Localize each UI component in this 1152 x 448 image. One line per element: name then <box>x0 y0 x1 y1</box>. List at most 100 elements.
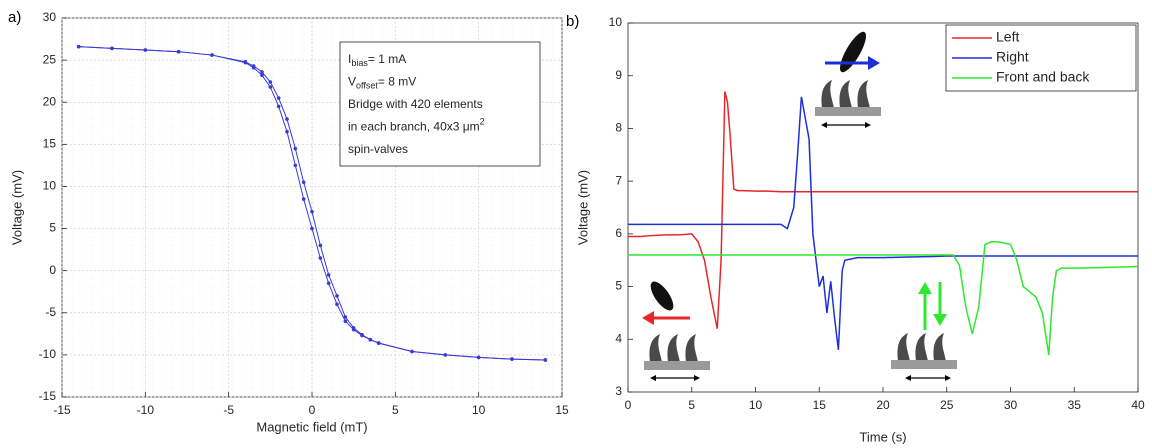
panel-label: a) <box>8 9 21 26</box>
annotation-line: Voffset= 8 mV <box>348 75 416 91</box>
annotation-line: in each branch, 40x3 μm2 <box>348 117 485 134</box>
x-tick-label: -10 <box>137 403 155 417</box>
y-tick-label: -5 <box>45 305 56 319</box>
legend-label: Front and back <box>996 69 1090 85</box>
y-axis-label: Voltage (mV) <box>9 170 24 245</box>
y-tick-label: 4 <box>615 331 622 345</box>
point <box>301 180 306 185</box>
annotation-text: bias <box>351 58 368 68</box>
annotation-text: V <box>348 75 356 89</box>
annotation-line: Bridge with 420 elements <box>348 97 483 111</box>
point <box>376 341 381 345</box>
point <box>285 117 289 121</box>
y-tick-label: 20 <box>43 94 57 108</box>
point <box>260 70 264 74</box>
point <box>510 357 514 361</box>
y-tick-label: 30 <box>43 10 57 24</box>
point <box>251 65 256 70</box>
x-tick-label: 20 <box>876 398 890 412</box>
point <box>210 53 214 57</box>
point <box>335 294 339 298</box>
annotation-text: I <box>348 52 351 66</box>
annotation-text: Bridge with 420 elements <box>348 97 483 111</box>
y-tick-label: 25 <box>43 52 57 66</box>
point <box>343 319 348 324</box>
series-line <box>628 241 1139 356</box>
point <box>410 349 414 354</box>
x-tick-label: -5 <box>223 403 234 417</box>
series-line <box>628 96 1138 350</box>
y-tick-label: -15 <box>39 389 57 403</box>
point <box>293 163 298 168</box>
annotation-text: = 1 mA <box>368 52 406 66</box>
x-axis-label: Time (s) <box>859 429 906 444</box>
point <box>318 256 323 260</box>
annotation-text: spin-valves <box>348 142 408 156</box>
y-tick-label: 0 <box>49 263 56 277</box>
point <box>268 80 273 84</box>
y-tick-label: 10 <box>43 179 57 193</box>
x-tick-label: 0 <box>309 403 316 417</box>
x-tick-label: -15 <box>53 403 71 417</box>
annotation-line: Ibias= 1 mA <box>348 52 406 68</box>
y-tick-label: 3 <box>615 384 622 398</box>
icon-front-back <box>891 282 957 381</box>
point <box>343 315 348 319</box>
point <box>543 358 548 362</box>
y-tick-label: 8 <box>615 121 622 135</box>
series-line <box>628 91 1138 329</box>
point <box>360 333 364 338</box>
point <box>301 197 306 201</box>
x-tick-label: 15 <box>555 403 569 417</box>
x-tick-label: 10 <box>472 403 486 417</box>
point <box>76 44 81 49</box>
x-tick-label: 40 <box>1131 398 1145 412</box>
point <box>326 273 331 277</box>
point <box>243 60 248 65</box>
y-tick-label: -10 <box>39 347 57 361</box>
legend-label: Left <box>996 29 1019 45</box>
x-tick-label: 5 <box>688 398 695 412</box>
point <box>268 85 273 89</box>
point <box>476 355 481 360</box>
x-tick-label: 30 <box>1004 398 1018 412</box>
x-tick-label: 15 <box>813 398 827 412</box>
annotation-text: in each branch, 40x3 μm <box>348 120 480 134</box>
annotation-text: 2 <box>480 117 485 127</box>
point <box>335 302 339 307</box>
y-tick-label: 7 <box>615 173 622 187</box>
x-tick-label: 25 <box>940 398 954 412</box>
point <box>176 49 181 54</box>
y-tick-label: 9 <box>615 68 622 82</box>
legend-label: Right <box>996 49 1029 65</box>
y-tick-label: 15 <box>43 137 57 151</box>
y-axis-label: Voltage (mV) <box>575 170 590 245</box>
point <box>276 104 281 109</box>
x-tick-label: 35 <box>1068 398 1082 412</box>
point <box>351 327 356 332</box>
point <box>143 48 148 52</box>
y-tick-label: 10 <box>609 15 623 29</box>
point <box>293 146 298 151</box>
point <box>276 96 281 100</box>
point <box>310 226 314 231</box>
annotation-box <box>339 41 541 167</box>
point <box>285 129 289 134</box>
point <box>318 243 323 248</box>
annotation-text: = 8 mV <box>378 75 416 89</box>
point <box>110 46 114 51</box>
y-tick-label: 5 <box>615 279 622 293</box>
y-tick-label: 5 <box>49 221 56 235</box>
point <box>443 353 448 357</box>
point <box>368 337 373 342</box>
icon-left <box>642 281 710 381</box>
annotation-line: spin-valves <box>348 142 408 156</box>
x-tick-label: 0 <box>625 398 632 412</box>
point <box>310 209 314 214</box>
panel-label: b) <box>566 13 579 30</box>
x-tick-label: 10 <box>749 398 763 412</box>
annotation-text: offset <box>356 81 378 91</box>
icon-right <box>815 31 881 128</box>
point <box>260 73 264 78</box>
